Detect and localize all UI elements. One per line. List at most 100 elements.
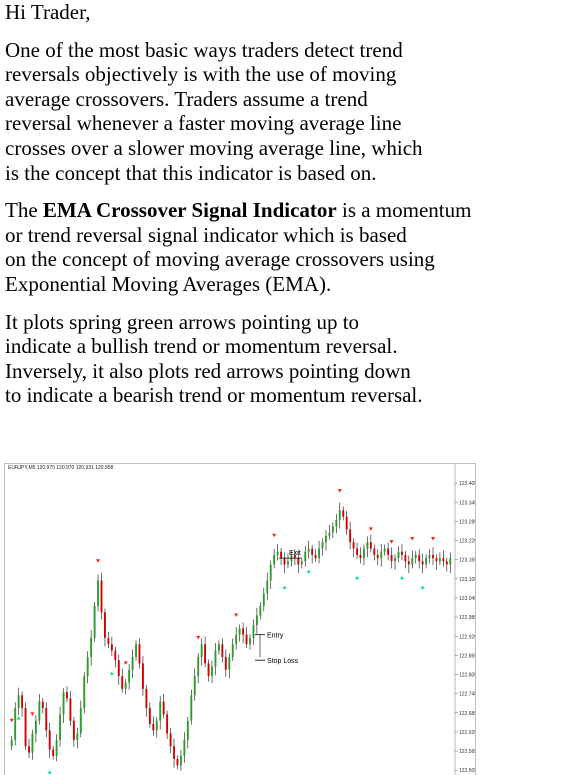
candle-body: [79, 708, 82, 734]
candle-body: [162, 701, 165, 715]
candle-body: [369, 542, 372, 549]
sell-arrow-icon: [30, 712, 35, 716]
sell-arrow-icon: [431, 536, 436, 541]
candle-body: [179, 755, 182, 766]
candle-body: [193, 676, 196, 696]
candle-body: [373, 548, 376, 555]
buy-arrow-icon: [399, 575, 404, 580]
candle-body: [107, 637, 110, 645]
candle-body: [214, 650, 217, 667]
candle-body: [425, 558, 428, 565]
candle-body: [269, 564, 272, 581]
candle-body: [72, 720, 75, 740]
y-tick-label: 122.565: [459, 749, 475, 755]
y-tick-label: 122.865: [459, 653, 475, 659]
candle-body: [321, 542, 324, 549]
candle-body: [362, 548, 365, 559]
candle-body: [394, 558, 396, 562]
candle-body: [173, 746, 175, 760]
candle-body: [62, 692, 65, 715]
candle-body: [166, 714, 169, 734]
candle-body: [97, 580, 100, 606]
candle-body: [86, 656, 89, 677]
indicator-name: EMA Crossover Signal Indicator: [42, 198, 337, 223]
y-tick-label: 123.345: [459, 500, 475, 506]
indicator-paragraph: The EMA Crossover Signal Indicator is a …: [5, 198, 575, 296]
article-text: Hi Trader, One of the most basic ways tr…: [5, 0, 575, 421]
candle-body: [414, 554, 417, 559]
candle-body: [204, 644, 207, 664]
candle-body: [55, 739, 58, 756]
candle-body: [28, 746, 30, 753]
candle-body: [432, 554, 434, 559]
candle-body: [141, 663, 144, 689]
buy-arrow-icon: [16, 716, 21, 720]
buy-arrow-icon: [420, 585, 425, 589]
greeting: Hi Trader,: [5, 0, 91, 24]
candle-body: [380, 551, 383, 559]
buy-arrow-icon: [355, 575, 360, 580]
y-tick-label: 122.685: [459, 711, 475, 717]
candle-body: [224, 656, 227, 670]
sell-arrow-icon: [96, 559, 101, 563]
sell-arrow-icon: [368, 527, 373, 531]
candle-body: [207, 663, 210, 677]
candle-body: [128, 669, 131, 683]
candle-body: [300, 561, 303, 565]
candle-body: [397, 551, 400, 559]
sell-arrow-icon: [410, 536, 415, 541]
candle-body: [21, 695, 24, 709]
candle-body: [148, 708, 151, 724]
candle-body: [69, 698, 72, 721]
candle-body: [135, 644, 137, 657]
candle-body: [349, 529, 352, 543]
sell-arrow-icon: [272, 533, 277, 538]
sell-arrow-icon: [9, 718, 14, 723]
candle-body: [138, 644, 141, 664]
candle-body: [421, 561, 424, 565]
y-tick-label: 122.925: [459, 634, 475, 640]
candle-body: [418, 554, 421, 562]
candle-body: [169, 733, 172, 747]
indicator-description: is a momentum or trend reversal signal i…: [5, 198, 472, 296]
candle-body: [186, 720, 189, 740]
candle-body: [10, 739, 13, 747]
candle-body: [235, 634, 238, 645]
candle-body: [31, 733, 34, 753]
chart-canvas: 123.405 123.345 123.285 123.225 123.165 123.1…: [9, 464, 475, 775]
candle-body: [442, 558, 445, 562]
candle-body: [407, 561, 410, 565]
candle-body: [266, 580, 269, 594]
sell-arrow-icon: [389, 540, 394, 544]
candle-body: [314, 554, 317, 559]
candle-body: [83, 676, 86, 709]
y-tick-label: 123.225: [459, 539, 475, 545]
candle-body: [45, 708, 48, 731]
candle-body: [276, 551, 279, 555]
candle-body: [338, 510, 341, 520]
candle-body: [383, 548, 386, 552]
indicator-intro-text: The: [5, 198, 43, 223]
candle-body: [52, 749, 55, 756]
arrows-paragraph: It plots spring green arrows pointing up…: [5, 309, 423, 408]
buy-arrow-icon: [109, 671, 114, 675]
candle-body: [252, 625, 255, 638]
candle-body: [121, 676, 124, 689]
candle-body: [155, 720, 158, 731]
candle-body: [331, 526, 334, 533]
candle-body: [287, 561, 289, 565]
candle-body: [376, 554, 379, 559]
candle-body: [242, 628, 245, 635]
y-tick-label: 123.405: [459, 481, 475, 487]
candle-body: [131, 656, 134, 670]
y-tick-label: 123.165: [459, 558, 475, 564]
candle-body: [228, 656, 231, 670]
price-chart: 123.405 123.345 123.285 123.225 123.165 123.1…: [4, 463, 476, 775]
entry-label: Entry: [267, 633, 284, 640]
candle-body: [293, 554, 296, 559]
candle-body: [17, 695, 20, 709]
candle-body: [249, 637, 251, 645]
candle-body: [48, 730, 51, 750]
candle-body: [197, 656, 200, 677]
y-tick-label: 123.105: [459, 577, 475, 583]
